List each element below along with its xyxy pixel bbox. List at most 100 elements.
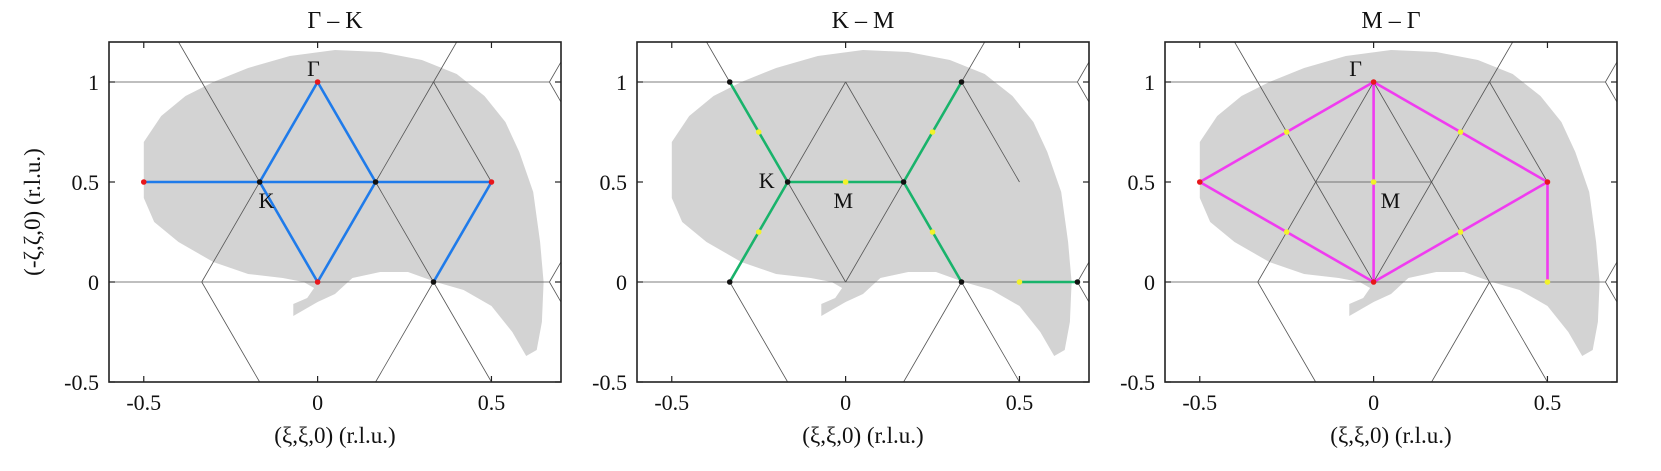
y-tick-label: 1 — [1144, 70, 1155, 95]
x-tick-label: -0.5 — [1182, 390, 1217, 415]
point-black — [726, 279, 733, 285]
coverage-region — [143, 50, 544, 356]
coverage-region — [671, 50, 1072, 356]
point-yellow — [1283, 129, 1290, 135]
point-black — [372, 179, 379, 185]
point-yellow — [929, 229, 936, 235]
zone-boundary-line — [375, 281, 434, 382]
zone-boundary-line — [375, 81, 434, 183]
point-yellow — [1544, 279, 1551, 285]
point-red — [1544, 179, 1551, 185]
x-tick-label: 0 — [312, 390, 323, 415]
point-yellow — [929, 129, 936, 135]
zone-boundary-line — [201, 81, 261, 183]
zone-boundary-line — [549, 61, 561, 83]
path-segment — [432, 181, 493, 283]
zone-boundary-line — [1605, 281, 1617, 303]
zone-boundary-line — [433, 281, 492, 382]
point-black — [958, 79, 965, 85]
zone-boundary-line — [1234, 42, 1259, 83]
point-label: Γ — [307, 56, 320, 81]
point-red — [1196, 179, 1203, 185]
zone-boundary-line — [1315, 81, 1374, 183]
point-label: M — [833, 188, 853, 213]
y-tick-label: 1 — [616, 70, 627, 95]
x-axis-label: (ξ,ξ,0) (r.l.u.) — [274, 423, 395, 448]
point-label: K — [259, 188, 275, 213]
point-red — [1370, 79, 1377, 85]
y-tick-label: 1 — [88, 70, 99, 95]
point-black — [1074, 279, 1081, 285]
zone-boundary-line — [1605, 81, 1617, 103]
point-black — [900, 179, 907, 185]
y-axis-label: (-ζ,ζ,0) (r.l.u.) — [20, 148, 45, 276]
axes-frame — [108, 41, 562, 383]
zone-boundary-line — [433, 42, 458, 83]
axes-frame — [636, 41, 1090, 383]
chart-panel-1: Γ K -0.5 0 0.5 -0.5 0 0.5 1 Γ – K (ξ,ξ,0) (r.l.u.)… — [20, 8, 562, 448]
panel-title: K – M — [832, 8, 895, 34]
y-tick-label: 0.5 — [72, 170, 100, 195]
y-tick-label: 0 — [88, 270, 99, 295]
zone-boundary-line — [201, 281, 261, 382]
point-yellow — [1370, 179, 1377, 185]
zone-boundary-line — [201, 181, 261, 283]
zone-boundary-line — [961, 281, 1020, 382]
zone-boundary-line — [961, 81, 1020, 183]
point-yellow — [1457, 129, 1464, 135]
point-red — [1370, 279, 1377, 285]
zone-boundary-line — [549, 81, 561, 103]
point-red — [140, 179, 147, 185]
y-tick-label: 0.5 — [1128, 170, 1156, 195]
zone-boundary-line — [375, 181, 434, 283]
zone-boundary-line — [1605, 261, 1617, 283]
zone-boundary-line — [1077, 81, 1089, 103]
zone-boundary-line — [729, 281, 789, 382]
plot-area — [1165, 42, 1617, 382]
point-black — [256, 179, 263, 185]
zone-boundary-line — [549, 261, 561, 283]
x-axis-label: (ξ,ξ,0) (r.l.u.) — [1330, 423, 1451, 448]
zone-boundary-line — [1489, 81, 1548, 183]
point-yellow — [842, 179, 849, 185]
point-label: M — [1381, 188, 1401, 213]
x-tick-label: 0 — [1368, 390, 1379, 415]
point-label: K — [759, 168, 775, 193]
x-tick-label: 0.5 — [1006, 390, 1034, 415]
x-tick-label: 0 — [840, 390, 851, 415]
panel-title: Γ – K — [307, 8, 363, 34]
x-tick-label: -0.5 — [126, 390, 161, 415]
point-yellow — [755, 229, 762, 235]
zone-boundary-line — [1077, 281, 1089, 303]
zone-boundary-line — [1489, 42, 1514, 83]
axes-frame — [1164, 41, 1618, 383]
point-black — [784, 179, 791, 185]
zone-boundary-line — [961, 42, 986, 83]
point-yellow — [755, 129, 762, 135]
chart-panel-2: K M -0.5 0 0.5 -0.5 0 0.5 1 K – M (ξ,ξ,0) (r.l.u.) — [592, 8, 1090, 448]
zone-boundary-line — [845, 81, 904, 183]
point-yellow — [1283, 229, 1290, 235]
zone-boundary-line — [1489, 281, 1548, 382]
point-red — [314, 279, 321, 285]
zone-boundary-line — [1257, 281, 1317, 382]
zone-boundary-line — [1373, 81, 1432, 183]
coverage-region — [1199, 50, 1600, 356]
x-tick-label: 0.5 — [478, 390, 506, 415]
y-tick-label: 0.5 — [600, 170, 628, 195]
point-black — [726, 79, 733, 85]
point-label: Γ — [1349, 56, 1362, 81]
point-yellow — [1457, 229, 1464, 235]
zone-boundary-line — [1077, 61, 1089, 83]
zone-boundary-line — [1431, 281, 1490, 382]
zone-boundary-line — [845, 181, 904, 283]
x-axis-label: (ξ,ξ,0) (r.l.u.) — [802, 423, 923, 448]
zone-boundary-line — [549, 281, 561, 303]
zone-boundary-line — [178, 42, 203, 83]
zone-boundary-line — [903, 281, 962, 382]
panel-title: M – Γ — [1361, 8, 1420, 34]
y-tick-label: 0 — [616, 270, 627, 295]
zone-boundary-line — [1315, 181, 1374, 283]
point-yellow — [1016, 279, 1023, 285]
